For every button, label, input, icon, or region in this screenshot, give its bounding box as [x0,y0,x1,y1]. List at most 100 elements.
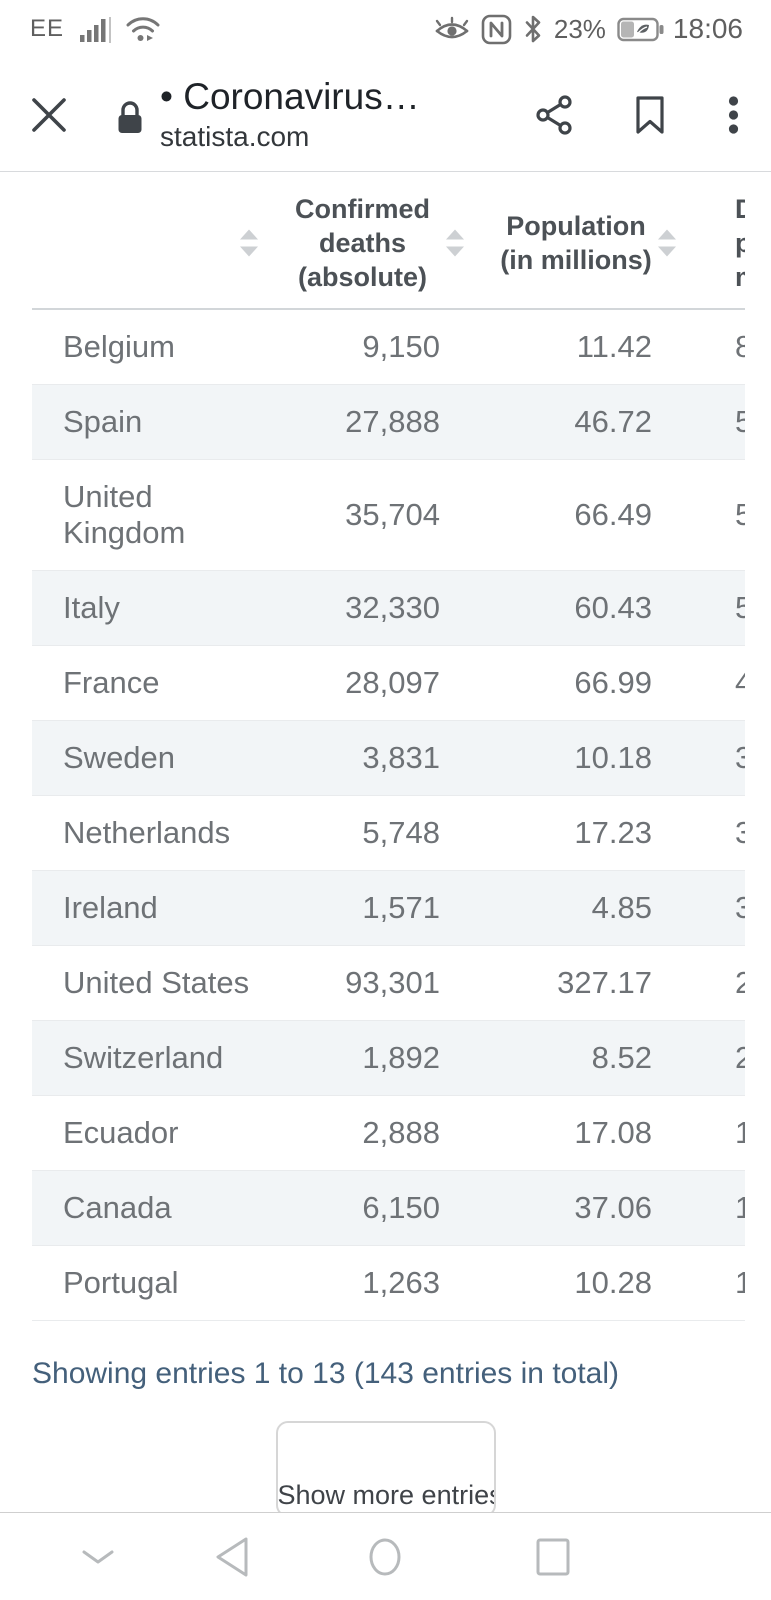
sort-icon [240,229,258,257]
back-triangle-icon [216,1537,248,1576]
share-icon [536,94,572,135]
cell-population: 17.23 [574,815,652,850]
lock-icon [118,100,142,133]
cell-confirmed-deaths: 32,330 [345,590,440,625]
nfc-icon [481,14,512,44]
table-row: France 28,097 66.99 419 [32,645,745,720]
cell-deaths-per-million: 285 [735,965,745,1000]
site-domain: statista.com [160,120,310,152]
nav-back-button[interactable] [210,1535,252,1579]
clock: 18:06 [672,13,743,44]
battery-saver-icon [617,17,664,41]
cell-confirmed-deaths: 1,892 [362,1040,440,1075]
cell-population: 10.28 [574,1265,652,1300]
table-row: United Kingdom 35,704 66.49 537 [32,459,745,570]
column-header-confirmed-deaths[interactable]: Confirmed deaths (absolute) [260,192,464,294]
cell-deaths-per-million: 166 [735,1190,745,1225]
overflow-menu-button[interactable] [728,95,739,135]
battery-percent: 23% [553,13,606,44]
bookmark-icon [636,95,664,134]
cell-country: Italy [63,590,120,625]
cell-confirmed-deaths: 5,748 [362,815,440,850]
table-row: United States 93,301 327.17 285 [32,945,745,1020]
site-security-button[interactable] [114,99,146,137]
cell-country: Sweden [63,740,176,775]
column-header-deaths-per-million[interactable]: Deaths per million [735,194,745,292]
cell-deaths-per-million: 334 [735,815,745,850]
cell-deaths-per-million: 419 [735,665,745,700]
cell-population: 10.18 [574,740,652,775]
page-title: • Coronavirus… [160,76,420,118]
sort-icon [658,229,676,257]
cell-country: France [63,665,160,700]
show-more-button[interactable]: Show more entries [275,1421,496,1517]
cell-confirmed-deaths: 28,097 [345,665,440,700]
close-icon [32,97,66,132]
cell-population: 4.85 [591,890,652,925]
cell-country: Spain [63,404,143,439]
browser-toolbar: • Coronavirus… statista.com [0,58,771,172]
share-button[interactable] [534,94,576,136]
table-row: Portugal 1,263 10.28 123 [32,1245,745,1320]
cell-deaths-per-million: 222 [735,1040,745,1075]
cell-confirmed-deaths: 27,888 [345,404,440,439]
table-row: Spain 27,888 46.72 597 [32,384,745,459]
table-viewport: Confirmed deaths (absolute) Population (… [32,180,745,1321]
table-row: Switzerland 1,892 8.52 222 [32,1020,745,1095]
nav-hide-button[interactable] [81,1549,115,1565]
sort-icon [446,229,464,257]
bookmark-button[interactable] [634,95,666,135]
table-row: Canada 6,150 37.06 166 [32,1170,745,1245]
recents-square-icon [536,1538,570,1575]
close-button[interactable] [28,94,70,136]
table-row: Belgium 9,150 11.42 801 [32,310,745,384]
cell-population: 37.06 [574,1190,652,1225]
cell-population: 60.43 [574,590,652,625]
table-row: Netherlands 5,748 17.23 334 [32,795,745,870]
cell-confirmed-deaths: 3,831 [362,740,440,775]
system-nav-bar [0,1512,771,1600]
data-table: Confirmed deaths (absolute) Population (… [32,180,745,1321]
cell-deaths-per-million: 535 [735,590,745,625]
cell-population: 46.72 [574,404,652,439]
cell-population: 327.17 [557,965,652,1000]
home-circle-icon [369,1538,401,1575]
column-header-population[interactable]: Population (in millions) [440,209,676,277]
cell-country: Canada [63,1190,172,1225]
cell-confirmed-deaths: 93,301 [345,965,440,1000]
cell-deaths-per-million: 597 [735,404,745,439]
cell-country: Ireland [63,890,158,925]
table-body: Belgium 9,150 11.42 801 Spain 27,888 46.… [32,310,745,1321]
cell-deaths-per-million: 324 [735,890,745,925]
wifi-icon [126,17,160,41]
cell-population: 11.42 [576,329,652,364]
cell-confirmed-deaths: 9,150 [362,329,440,364]
cell-population: 66.99 [574,665,652,700]
cell-population: 17.08 [574,1115,652,1150]
nav-recents-button[interactable] [535,1537,571,1577]
status-right: 23% 18:06 [423,13,743,45]
cell-deaths-per-million: 537 [735,497,745,532]
table-row: Italy 32,330 60.43 535 [32,570,745,645]
bluetooth-icon [525,15,541,43]
cell-confirmed-deaths: 1,263 [362,1265,440,1300]
nav-home-button[interactable] [363,1534,407,1580]
cell-population: 66.49 [574,497,652,532]
entries-summary: Showing entries 1 to 13 (143 entries in … [32,1357,620,1390]
eye-comfort-icon [435,16,469,38]
table-row: Ireland 1,571 4.85 324 [32,870,745,945]
signal-strength-icon [80,16,112,43]
carrier-label: EE [30,15,65,42]
cell-deaths-per-million: 169 [735,1115,745,1150]
cell-deaths-per-million: 376 [735,740,745,775]
status-bar: EE [0,0,771,58]
cell-country: Netherlands [63,815,231,850]
table-row: Sweden 3,831 10.18 376 [32,720,745,795]
cell-confirmed-deaths: 6,150 [362,1190,440,1225]
kebab-menu-icon [728,95,739,134]
cell-confirmed-deaths: 1,571 [362,890,440,925]
status-left: EE [30,14,175,44]
cell-confirmed-deaths: 2,888 [362,1115,440,1150]
cell-confirmed-deaths: 35,704 [345,497,440,532]
